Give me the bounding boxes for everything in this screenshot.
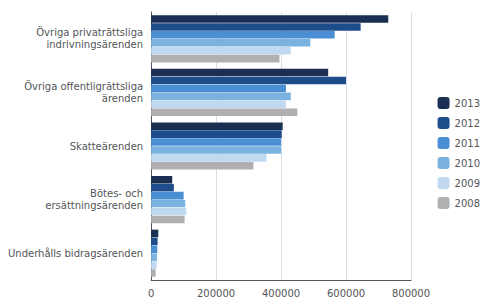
svg-text:Underhålls bidragsärenden: Underhålls bidragsärenden <box>8 247 143 259</box>
svg-text:2013: 2013 <box>455 98 480 109</box>
svg-text:Bötes- och: Bötes- och <box>90 188 143 199</box>
svg-text:800000: 800000 <box>392 288 430 299</box>
svg-text:Övriga offentligrättsliga: Övriga offentligrättsliga <box>24 80 143 92</box>
svg-text:indrivningsärenden: indrivningsärenden <box>46 39 143 50</box>
svg-text:2009: 2009 <box>455 178 480 189</box>
svg-text:2012: 2012 <box>455 118 480 129</box>
svg-text:Skatteärenden: Skatteärenden <box>70 141 143 152</box>
svg-text:200000: 200000 <box>197 288 235 299</box>
svg-text:2011: 2011 <box>455 138 480 149</box>
svg-text:2010: 2010 <box>455 158 480 169</box>
svg-text:ärenden: ärenden <box>102 93 143 104</box>
svg-text:600000: 600000 <box>327 288 365 299</box>
svg-text:ersättningsärenden: ersättningsärenden <box>45 200 143 211</box>
svg-text:Övriga privaträttsliga: Övriga privaträttsliga <box>36 26 143 38</box>
svg-text:400000: 400000 <box>262 288 300 299</box>
svg-text:2008: 2008 <box>455 198 480 209</box>
svg-text:0: 0 <box>148 288 154 299</box>
